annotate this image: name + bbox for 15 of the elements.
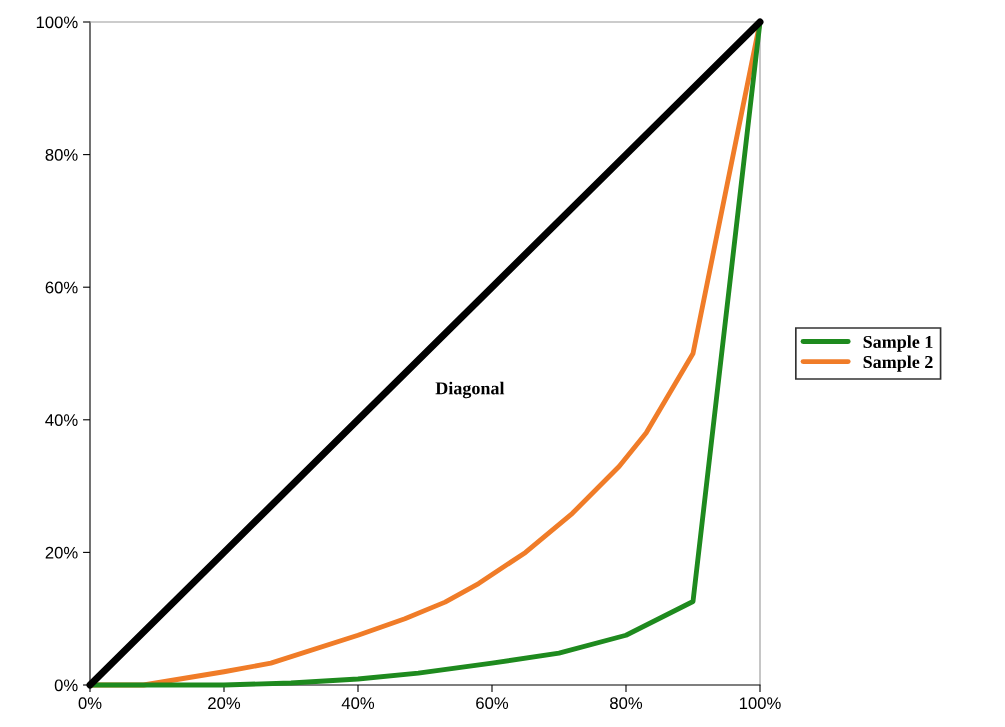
- x-tick-label: 40%: [341, 697, 375, 710]
- y-tick-label: 60%: [45, 281, 78, 294]
- x-tick-label: 100%: [739, 697, 781, 710]
- legend-label: Sample 2: [863, 355, 933, 372]
- y-tick-label: 0%: [54, 679, 78, 692]
- y-tick-label: 40%: [45, 414, 78, 426]
- x-tick-label: 20%: [208, 697, 241, 710]
- x-tick-label: 60%: [476, 697, 509, 710]
- annotation: Diagonal: [435, 381, 505, 399]
- y-tick-label: 80%: [45, 149, 78, 161]
- y-tick-label: 20%: [45, 546, 78, 559]
- x-tick-label: 0%: [78, 697, 102, 710]
- x-tick-label: 80%: [610, 697, 643, 710]
- legend-label: Sample 1: [863, 335, 933, 352]
- y-tick-label: 100%: [36, 16, 78, 29]
